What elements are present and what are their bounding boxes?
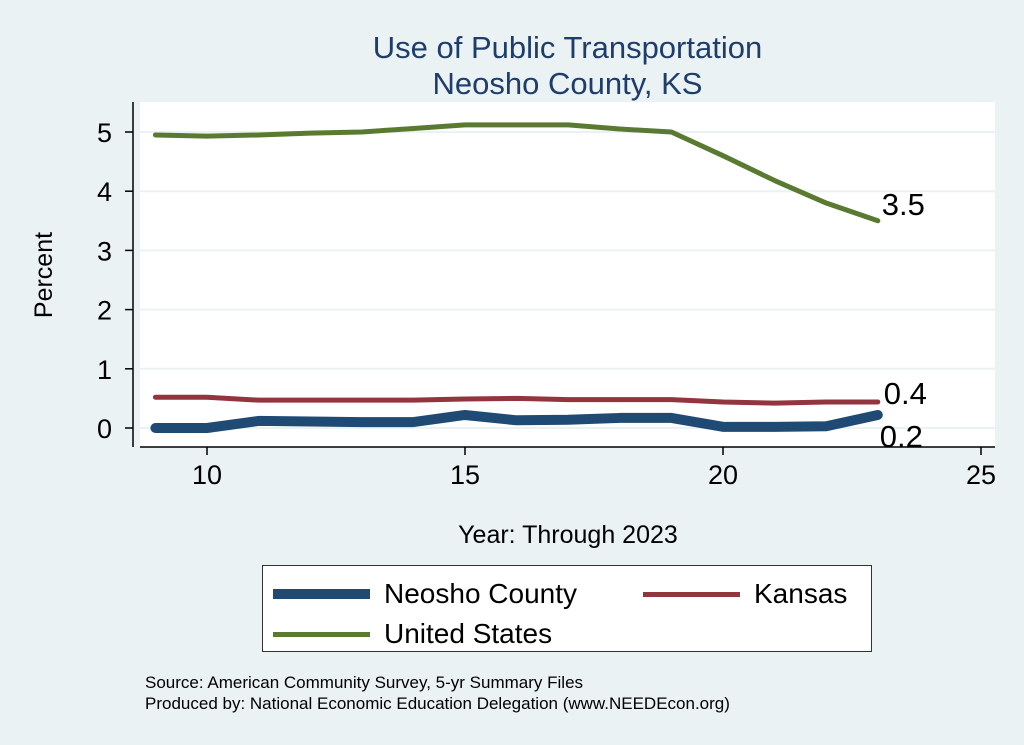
end-label: 0.4 [884,376,927,411]
legend-label: Kansas [754,578,848,609]
y-tick-label: 2 [97,296,112,326]
legend-label: United States [384,618,553,649]
series-line-neosho-county [150,409,883,433]
y-tick-label: 3 [97,236,112,266]
legend-swatch [643,591,740,597]
x-tick-label: 20 [708,460,738,490]
y-tick-label: 4 [97,177,112,207]
series-line-kansas [152,394,881,406]
y-tick-label: 0 [97,414,112,444]
end-label: 3.5 [882,187,925,222]
chart-title: Use of Public Transportation [372,30,763,65]
end-label: 0.2 [880,419,923,454]
producer-note: Produced by: National Economic Education… [145,694,730,713]
legend-item-neosho: Neosho County [273,578,577,610]
y-tick-label: 5 [97,118,112,148]
legend-item-us: United States [273,618,552,650]
series-line-united-states [152,122,881,224]
y-axis-label: Percent [30,232,58,318]
x-tick-label: 25 [966,460,996,490]
legend-item-kansas: Kansas [643,578,847,610]
x-tick-label: 10 [192,460,222,490]
y-tick-label: 1 [97,355,112,385]
plot-area [140,102,995,447]
legend-swatch [273,589,370,599]
source-note: Source: American Community Survey, 5-yr … [145,673,584,692]
legend-swatch [273,631,370,637]
x-tick-label: 15 [450,460,480,490]
legend-label: Neosho County [384,578,578,609]
chart-subtitle: Neosho County, KS [432,66,703,101]
x-axis-label: Year: Through 2023 [458,521,678,549]
legend: Neosho County Kansas United States [262,565,872,652]
